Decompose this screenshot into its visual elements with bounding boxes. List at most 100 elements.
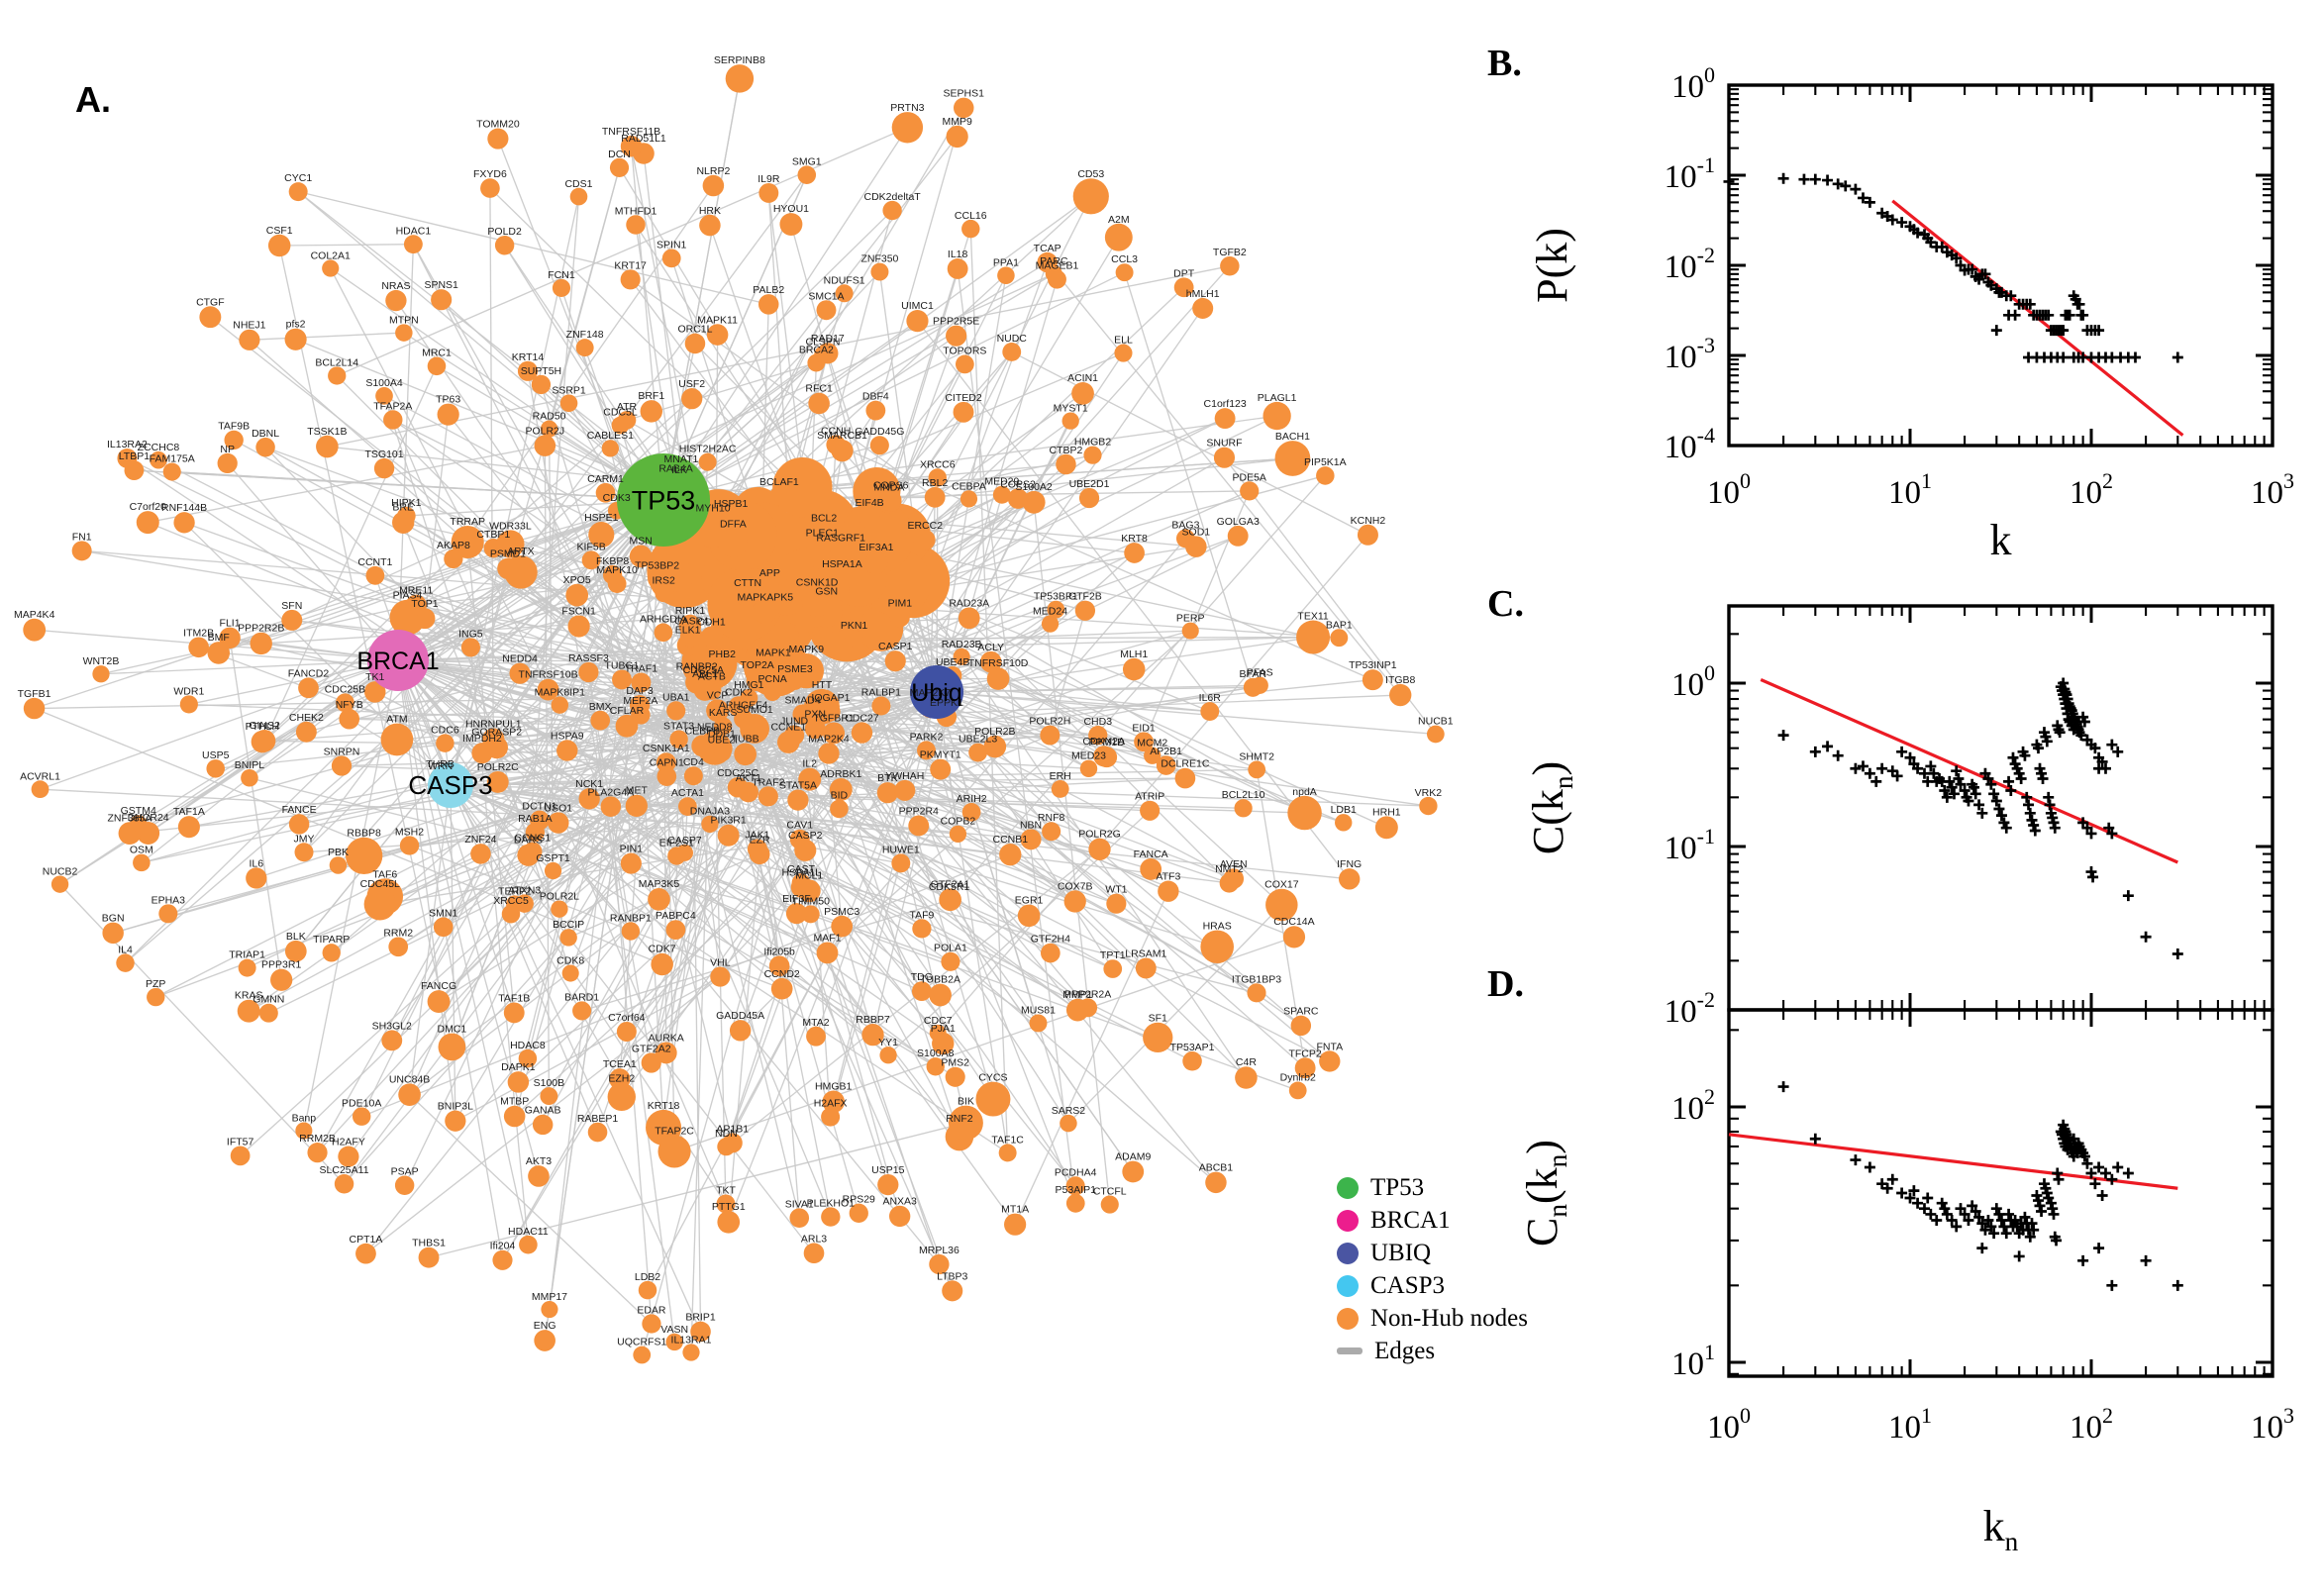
network-node [998,1144,1017,1162]
gene-label: CSNK1D [796,576,839,588]
network-edge [969,229,1009,1153]
gene-label: RIPK1 [675,605,706,617]
network-edge [327,265,1230,448]
gene-label: MAP2K7 [910,687,952,699]
legend-item-edges: Edges [1337,1335,1528,1367]
network-edge [209,316,952,901]
network-node [955,354,974,374]
network-node-cluster [772,456,833,518]
network-node [640,400,663,423]
network-node [816,300,837,321]
network-node [1056,453,1076,475]
network-node [869,436,889,455]
network-node [1083,446,1102,464]
network-node [451,525,484,559]
gene-label: MET [626,785,649,797]
network-node [711,657,734,680]
gene-label: HSPA1A [822,558,862,570]
network-edge [451,691,938,1048]
network-node [609,157,630,177]
network-node [237,999,260,1023]
network-node [206,759,225,778]
network-node [552,278,571,297]
network-node [246,867,267,889]
network-node [1002,343,1022,361]
axis-tick-label: 100 [1707,468,1751,511]
network-node [758,294,779,315]
network-edge [527,196,580,855]
network-node [797,879,821,903]
network-node [1088,838,1111,860]
network-node [537,678,559,701]
network-node [252,730,276,752]
network-node [717,1210,741,1234]
network-edge [450,784,621,1080]
network-node [487,128,509,150]
network-node [607,1082,636,1112]
network-node [559,394,578,413]
network-node [569,187,588,206]
network-node [534,1330,556,1351]
network-edge [450,784,901,864]
network-node [813,522,835,544]
network-node [1235,1066,1258,1089]
network-node [1122,1160,1145,1183]
network-node [1182,1051,1202,1071]
network-node [758,786,778,807]
network-edge [148,521,1075,903]
gene-label: CASP4 [674,615,709,627]
network-node [1004,1213,1027,1236]
network-edge [397,261,1049,661]
network-node [1296,620,1331,654]
network-edge [295,499,664,952]
network-node [284,328,307,350]
network-node [117,448,138,468]
network-edge [581,899,951,1012]
network-node [870,262,889,281]
network-node [882,200,902,221]
network-node [355,1243,376,1264]
gene-label: UBE2I [708,735,738,747]
gene-label: EPPK1 [930,697,963,709]
network-node [679,625,703,648]
network-node [691,735,714,757]
network-node [548,812,569,834]
network-node [188,637,209,658]
gene-label: TUBG1 [605,659,640,671]
network-node [518,1048,538,1068]
legend-label: Edges [1374,1337,1436,1364]
network-node [983,735,1007,758]
network-node [267,234,291,257]
network-node [785,903,807,925]
network-node [136,511,159,535]
network-node [1114,344,1133,362]
network-edge [841,578,994,1100]
network-edge [950,474,1326,901]
network-node [986,667,1010,690]
gene-label: NCK1 [575,778,603,790]
fit-line [1760,678,2178,864]
gene-label: CDC25A [683,664,724,676]
axis-tick-label: 101 [1888,1403,1932,1446]
network-node-cluster [841,500,914,574]
network-node [947,258,968,279]
axis-tick-label: 101 [1888,468,1932,511]
network-node [1144,747,1162,764]
network-edge [690,690,713,1353]
legend-label: TP53 [1370,1173,1425,1201]
network-node [831,567,854,590]
network-node [835,284,854,303]
network-node [616,1022,637,1042]
network-node [975,1081,1011,1117]
gene-label: HSPA9 [551,730,584,742]
network-edge [936,684,1261,693]
network-node [621,922,641,941]
network-node [294,843,314,862]
network-node [1063,890,1086,913]
network-edge [544,499,664,1342]
network-edge [278,245,454,1047]
network-node [1205,1171,1227,1194]
network-node [641,1052,661,1073]
axis-tick-label: 10-2 [1665,243,1715,285]
gene-label: ARHGEF4 [719,699,768,711]
